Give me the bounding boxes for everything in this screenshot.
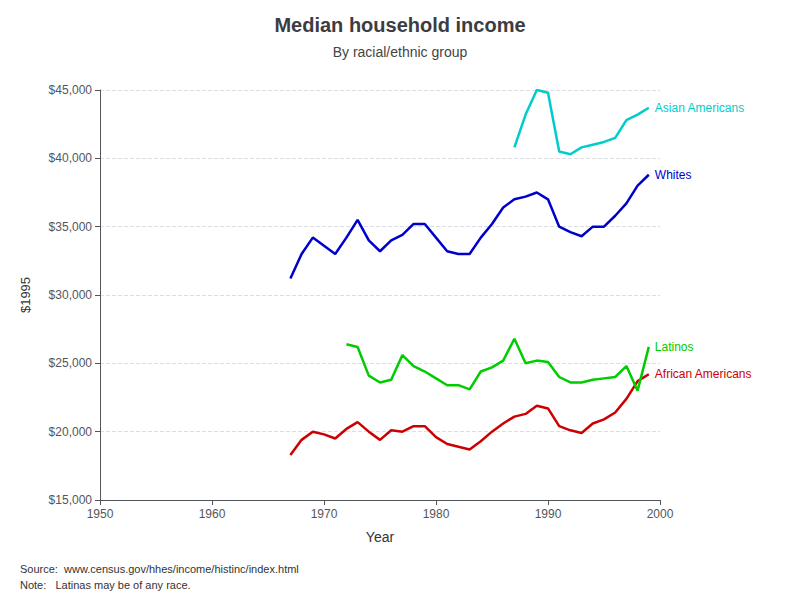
svg-text:$45,000: $45,000 (49, 83, 93, 97)
svg-text:1970: 1970 (311, 507, 338, 521)
svg-text:Latinos: Latinos (655, 340, 694, 354)
svg-text:$40,000: $40,000 (49, 151, 93, 165)
svg-text:African Americans: African Americans (655, 367, 752, 381)
svg-text:1950: 1950 (87, 507, 114, 521)
svg-text:$30,000: $30,000 (49, 288, 93, 302)
svg-text:Asian Americans: Asian Americans (655, 101, 744, 115)
svg-text:Whites: Whites (655, 168, 692, 182)
svg-text:Year: Year (366, 529, 395, 545)
svg-text:Source: www.census.gov/hhes/i: Source: www.census.gov/hhes/income/histi… (20, 563, 299, 575)
svg-text:1980: 1980 (423, 507, 450, 521)
svg-text:$1995: $1995 (18, 277, 33, 313)
svg-text:Median household income: Median household income (274, 14, 525, 36)
svg-text:1990: 1990 (535, 507, 562, 521)
svg-text:$35,000: $35,000 (49, 220, 93, 234)
svg-text:Note: Latinas may be of any: Note: Latinas may be of any race. (20, 579, 191, 591)
svg-text:$25,000: $25,000 (49, 356, 93, 370)
svg-text:2000: 2000 (647, 507, 674, 521)
svg-text:By racial/ethnic group: By racial/ethnic group (333, 44, 468, 60)
svg-text:$20,000: $20,000 (49, 425, 93, 439)
svg-text:1960: 1960 (199, 507, 226, 521)
svg-text:$15,000: $15,000 (49, 493, 93, 507)
